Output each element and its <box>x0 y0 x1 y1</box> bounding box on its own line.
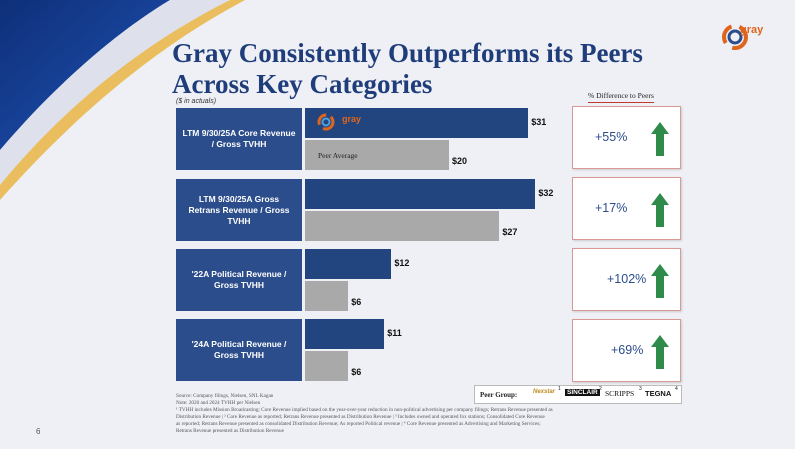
pct-difference-box: +69% <box>572 319 681 382</box>
gray-bar <box>305 179 536 209</box>
up-arrow-icon <box>651 264 669 298</box>
category-label: LTM 9/30/25A Gross Retrans Revenue / Gro… <box>176 179 302 241</box>
peer-average-bar <box>305 281 349 311</box>
category-label: '22A Political Revenue / Gross TVHH <box>176 249 302 311</box>
up-arrow-icon <box>651 335 669 369</box>
pct-difference-value: +69% <box>611 343 644 357</box>
gray-legend-label: gray <box>342 114 362 124</box>
footnote-superscript: 3 <box>639 386 642 392</box>
footnote-superscript: 2 <box>599 386 602 392</box>
nexstar-logo: Nexstar <box>533 389 556 395</box>
gray-bar <box>305 108 529 138</box>
bar-value-label: $32 <box>538 188 554 198</box>
bar-value-label: $27 <box>502 227 518 237</box>
gray-legend-logo-icon <box>317 113 335 131</box>
scripps-logo: SCRIPPS <box>605 389 635 398</box>
bar-value-label: $6 <box>351 367 362 377</box>
pct-difference-box: +102% <box>572 248 681 311</box>
category-label: '24A Political Revenue / Gross TVHH <box>176 319 302 381</box>
bar-value-label: $31 <box>531 117 547 127</box>
bar-value-label: $6 <box>351 297 362 307</box>
bar-value-label: $12 <box>394 258 410 268</box>
bar-value-label: $11 <box>387 328 402 338</box>
peer-average-legend-label: Peer Average <box>318 151 358 160</box>
up-arrow-icon <box>651 193 669 227</box>
up-arrow-icon <box>651 122 669 156</box>
peer-group-box: Peer Group: Nexstar 1 SINCLAIR 2 SCRIPPS… <box>474 385 682 404</box>
tegna-logo: TEGNA <box>645 389 672 398</box>
pct-difference-value: +17% <box>595 201 628 215</box>
sinclair-logo: SINCLAIR <box>565 389 600 396</box>
peer-average-bar <box>305 211 500 241</box>
category-label: LTM 9/30/25A Core Revenue / Gross TVHH <box>176 108 302 170</box>
pct-difference-box: +55% <box>572 106 681 169</box>
gray-bar <box>305 319 385 349</box>
pct-difference-value: +55% <box>595 130 628 144</box>
bar-value-label: $20 <box>452 156 468 166</box>
gray-bar <box>305 249 392 279</box>
footnote-superscript: 1 <box>558 386 561 392</box>
pct-difference-header: % Difference to Peers <box>588 91 654 103</box>
source-footnotes: Source: Company filings, Nielsen, SNL Ka… <box>176 393 553 434</box>
pct-difference-box: +17% <box>572 177 681 240</box>
page-title: Gray Consistently Outperforms its Peers … <box>172 38 643 99</box>
gray-logo-icon <box>722 24 748 50</box>
footnote-superscript: 4 <box>675 386 678 392</box>
page-number: 6 <box>36 427 41 436</box>
units-note: ($ in actuals) <box>176 98 217 105</box>
logo-text: gray <box>740 24 764 36</box>
peer-average-bar <box>305 140 449 170</box>
pct-difference-value: +102% <box>607 272 647 286</box>
peer-average-bar <box>305 351 349 381</box>
peer-group-label: Peer Group: <box>480 391 518 399</box>
